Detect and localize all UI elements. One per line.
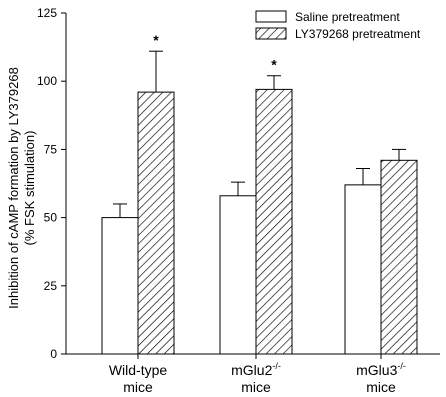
bar-open-3 [344, 184, 382, 355]
bar-hatched-1 [137, 91, 175, 355]
y-axis-label-line-2: (% FSK stimulation) [22, 131, 37, 246]
bar-open-1 [101, 217, 139, 355]
bar-open-2 [219, 195, 257, 355]
x-tick-label-line-1: Wild-type [109, 362, 168, 378]
significance-asterisk: * [271, 57, 277, 73]
legend-label: Saline pretreatment [295, 10, 400, 24]
x-tick-label-line-2: mice [123, 379, 153, 395]
significance-asterisk: * [153, 32, 159, 48]
y-ticks: 0 25 50 75 100 125 [37, 6, 66, 361]
x-tick-label-line-2: mice [366, 379, 396, 395]
y-tick-label: 50 [44, 211, 58, 225]
y-tick-label: 125 [37, 6, 57, 20]
legend-swatch-open [255, 10, 287, 23]
x-tick-label-line-1: mGlu2-/- [231, 361, 281, 378]
bars [101, 50, 418, 359]
y-tick-label: 25 [44, 279, 58, 293]
annotations: ** [153, 32, 277, 73]
y-axis-label-line-1: Inhibition of cAMP formation by LY379268 [6, 67, 21, 309]
x-tick-label-line-2: mice [241, 379, 271, 395]
y-tick-label: 75 [44, 142, 58, 156]
legend-swatch-hatched [255, 27, 287, 40]
legend: Saline pretreatment LY379268 pretreatment [255, 10, 421, 41]
y-tick-label: 100 [37, 74, 57, 88]
bar-hatched-3 [380, 159, 418, 355]
y-tick-label: 0 [50, 347, 57, 361]
bar-hatched-2 [255, 88, 293, 355]
legend-label: LY379268 pretreatment [295, 27, 421, 41]
x-tick-label-line-1: mGlu3-/- [356, 361, 406, 378]
